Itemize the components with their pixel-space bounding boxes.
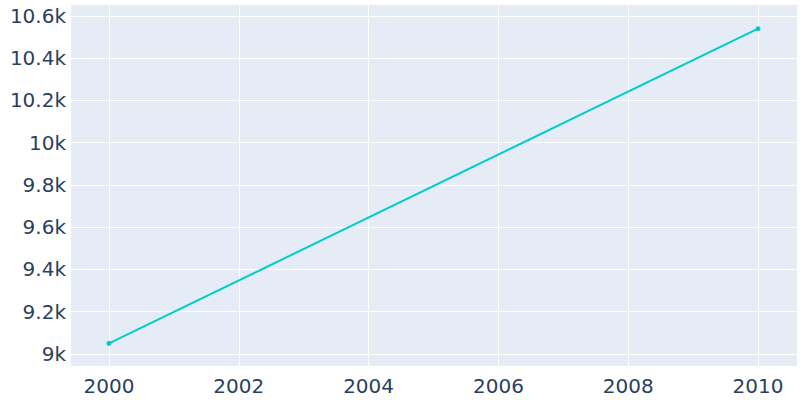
svg-text:9k: 9k xyxy=(42,342,67,366)
svg-text:9.4k: 9.4k xyxy=(23,257,67,281)
svg-text:9.6k: 9.6k xyxy=(23,215,67,239)
svg-text:9.2k: 9.2k xyxy=(23,300,67,324)
svg-text:2000: 2000 xyxy=(83,374,134,398)
svg-text:10.6k: 10.6k xyxy=(10,4,67,28)
svg-text:2006: 2006 xyxy=(473,374,524,398)
svg-text:10.2k: 10.2k xyxy=(10,88,67,112)
svg-text:2010: 2010 xyxy=(733,374,784,398)
svg-text:2002: 2002 xyxy=(213,374,264,398)
svg-text:10k: 10k xyxy=(29,131,66,155)
svg-text:2008: 2008 xyxy=(603,374,654,398)
svg-text:10.4k: 10.4k xyxy=(10,46,67,70)
svg-text:2004: 2004 xyxy=(343,374,394,398)
svg-text:9.8k: 9.8k xyxy=(23,173,67,197)
